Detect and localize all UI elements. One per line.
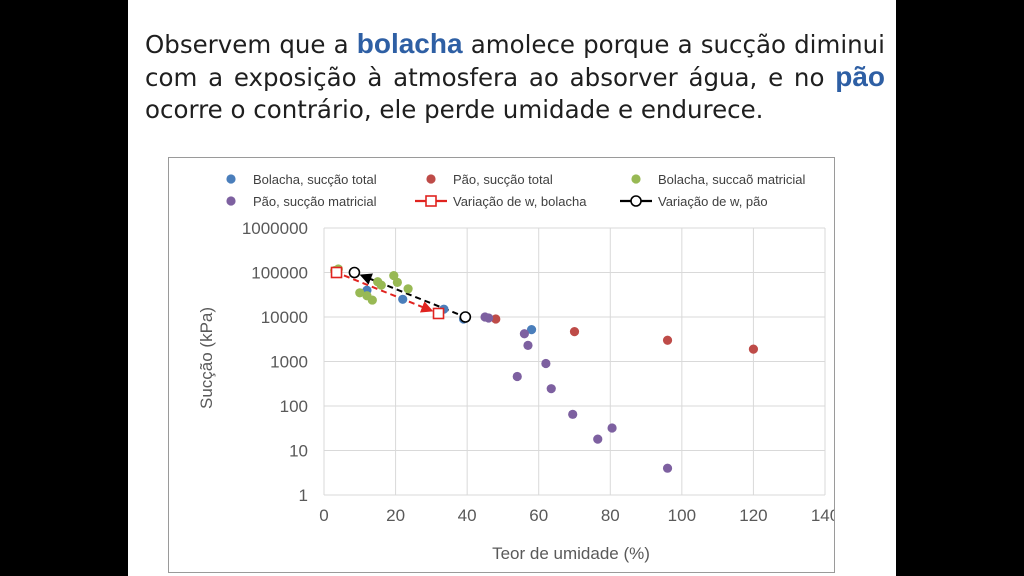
x-tick-label: 20 (386, 506, 405, 525)
legend-label: Pão, sucção matricial (253, 194, 377, 209)
data-point (546, 384, 556, 394)
chart-svg: 0 20 40 60 80 100 120 140 1 10 100 1000 10000 100000… (197, 172, 839, 563)
x-tick-label: 0 (319, 506, 328, 525)
y-tick-label: 1000000 (242, 219, 308, 238)
legend-marker (631, 174, 641, 184)
data-point (330, 266, 343, 279)
legend-entry: Bolacha, sucção total (226, 172, 377, 187)
legend-entry: Bolacha, succaõ matricial (631, 172, 806, 187)
y-axis-ticks: 1 10 100 1000 10000 100000 1000000 (242, 219, 308, 505)
legend-entry: Variação de w, pão (620, 194, 768, 209)
legend-marker (226, 174, 236, 184)
data-point (523, 340, 533, 351)
slide-heading: Observem que a bolacha amolece porque a … (145, 28, 885, 126)
data-point (403, 284, 413, 294)
legend-marker (226, 196, 236, 206)
data-point (398, 294, 408, 304)
x-tick-label: 100 (668, 506, 696, 525)
data-point (392, 277, 402, 287)
data-point (432, 307, 445, 320)
heading-text-1: Observem que a (145, 30, 357, 59)
data-point (459, 311, 472, 323)
data-point (376, 280, 386, 290)
legend-label: Variação de w, bolacha (453, 194, 587, 209)
y-tick-label: 10000 (261, 308, 308, 327)
data-point (569, 326, 580, 337)
x-axis-ticks: 0 20 40 60 80 100 120 140 (319, 506, 839, 525)
legend-entry: Pão, sucção matricial (226, 194, 377, 209)
keyword-pao: pão (835, 61, 885, 92)
y-axis-label: Sucção (kPa) (197, 307, 216, 409)
data-point (748, 344, 759, 354)
y-tick-label: 10 (289, 442, 308, 461)
series-arrow-line (359, 273, 459, 315)
data-point (593, 434, 603, 444)
y-tick-label: 100000 (251, 264, 308, 283)
data-point (348, 266, 361, 279)
x-tick-label: 80 (601, 506, 620, 525)
data-points (330, 264, 759, 473)
x-tick-label: 140 (811, 506, 834, 525)
legend-label: Variação de w, pão (658, 194, 768, 209)
data-point (541, 358, 551, 369)
legend-marker (425, 195, 437, 207)
data-point (367, 295, 377, 305)
data-point (662, 335, 673, 345)
data-point (662, 463, 673, 473)
data-point (512, 371, 522, 382)
y-tick-label: 1 (299, 486, 308, 505)
legend-marker (426, 174, 436, 184)
y-tick-label: 100 (280, 397, 308, 416)
series-arrow-line (343, 274, 434, 313)
x-tick-label: 40 (458, 506, 477, 525)
x-tick-label: 60 (529, 506, 548, 525)
keyword-bolacha: bolacha (356, 28, 463, 59)
data-point (491, 314, 501, 324)
series-lines (343, 273, 459, 315)
heading-text-3: ocorre o contrário, ele perde umidade e … (145, 95, 764, 124)
data-point (355, 288, 365, 298)
x-tick-label: 120 (739, 506, 767, 525)
x-axis-label: Teor de umidade (%) (492, 544, 650, 563)
legend-label: Pão, sucção total (453, 172, 553, 187)
chart-legend: Bolacha, sucção total Pão, sucção total Bo… (226, 172, 806, 209)
chart-grid (323, 227, 826, 496)
data-point (607, 423, 617, 433)
legend-marker (630, 195, 642, 207)
slide: Observem que a bolacha amolece porque a … (128, 0, 896, 576)
data-point (484, 313, 494, 323)
legend-label: Bolacha, sucção total (253, 172, 377, 187)
y-tick-label: 1000 (270, 353, 308, 372)
heading-text-2: amolece porque a sucção diminui com a ex… (145, 30, 885, 92)
legend-entry: Pão, sucção total (426, 172, 553, 187)
chart: 0 20 40 60 80 100 120 140 1 10 100 1000 10000 100000… (168, 157, 839, 573)
legend-label: Bolacha, succaõ matricial (658, 172, 806, 187)
legend-entry: Variação de w, bolacha (415, 194, 587, 209)
data-point (519, 329, 529, 339)
data-point (389, 271, 399, 281)
data-point (526, 325, 537, 335)
data-point (568, 409, 578, 419)
